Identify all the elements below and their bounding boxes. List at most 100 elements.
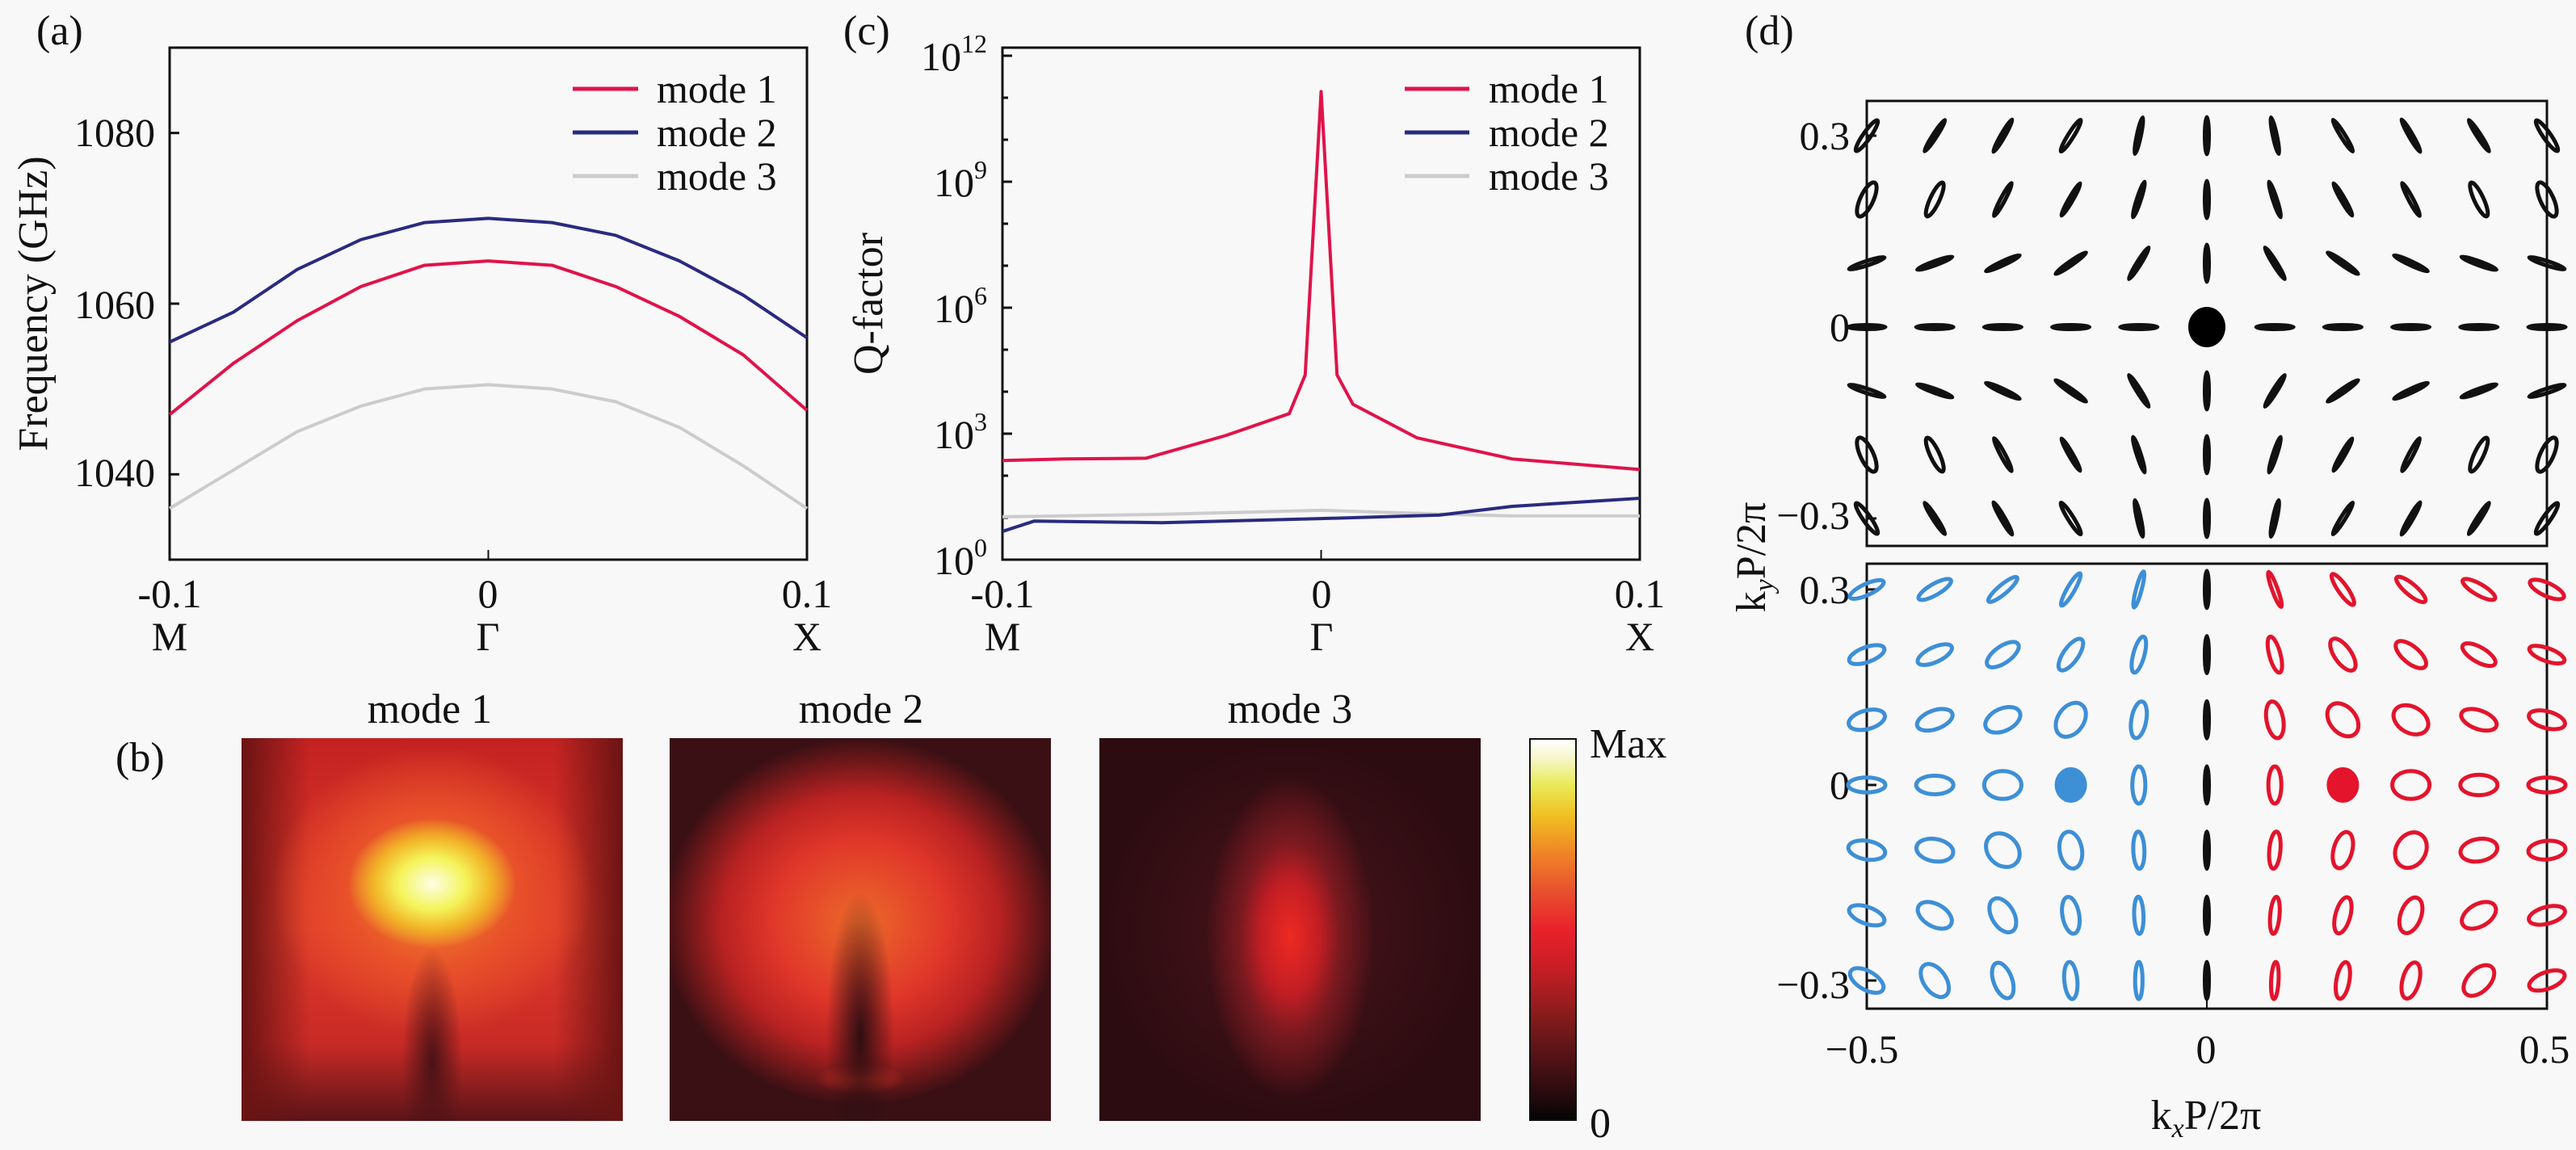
polarization-ellipse bbox=[2390, 323, 2432, 331]
polarization-ellipse bbox=[2526, 838, 2568, 862]
panel-label-a: (a) bbox=[36, 8, 83, 54]
polarization-ellipse bbox=[2527, 644, 2567, 666]
polarization-ellipse bbox=[1847, 382, 1887, 400]
x-tick-label-d: 0 bbox=[2196, 1026, 2217, 1072]
polarization-ellipse bbox=[1855, 180, 1879, 219]
polarization-ellipse bbox=[2399, 500, 2423, 537]
tick-base: 10 bbox=[934, 412, 974, 457]
y-tick-label-d: −0.3 bbox=[1776, 962, 1850, 1007]
polarization-ellipse bbox=[2400, 436, 2423, 473]
polarization-ellipse bbox=[2203, 569, 2211, 611]
polarization-ellipse bbox=[1991, 500, 2015, 537]
y-axis-label-d: kyP/2π bbox=[1729, 502, 1780, 613]
panel-a-frequency-chart: Frequency (GHz) 1040 1060 1080 -0.1 0 0.… bbox=[11, 46, 833, 659]
polarization-ellipse bbox=[1923, 435, 1946, 474]
polarization-ellipse bbox=[2053, 250, 2088, 276]
y-tick-label-c: 103 bbox=[934, 407, 987, 457]
tick-base: 10 bbox=[934, 538, 974, 583]
polarization-ellipse bbox=[2527, 254, 2567, 272]
polarization-ellipse bbox=[2126, 372, 2151, 409]
tick-exponent: 12 bbox=[961, 29, 987, 58]
polarization-ellipse bbox=[2131, 829, 2147, 871]
polarization-ellipse bbox=[2391, 703, 2431, 737]
polarization-ellipse bbox=[2460, 900, 2498, 931]
polarization-ellipse bbox=[1915, 642, 1954, 667]
polarization-ellipse bbox=[1853, 501, 1881, 536]
polarization-ellipse bbox=[2459, 254, 2498, 272]
polarization-ellipse bbox=[1846, 838, 1888, 862]
polarization-singularity-dot bbox=[2054, 767, 2087, 803]
legend-label-a: mode 1 bbox=[657, 66, 777, 111]
polarization-ellipse bbox=[2203, 699, 2211, 741]
polarization-ellipse bbox=[2203, 764, 2211, 806]
polarization-ellipse bbox=[2268, 115, 2282, 157]
polarization-ellipse bbox=[1846, 775, 1888, 795]
polarization-ellipse bbox=[2468, 435, 2490, 474]
polarization-ellipse bbox=[2466, 501, 2492, 536]
heatmap-title: mode 3 bbox=[1228, 686, 1353, 732]
y-tick-label-a: 1080 bbox=[74, 110, 155, 155]
y-tick-label-d: −0.3 bbox=[1776, 493, 1850, 538]
polarization-ellipse bbox=[2129, 634, 2149, 675]
polarization-ellipse bbox=[1922, 118, 1948, 153]
polarization-ellipse bbox=[1847, 903, 1887, 928]
polarization-ellipse bbox=[2203, 497, 2211, 539]
polarization-ellipse bbox=[2535, 435, 2559, 474]
polarization-ellipse bbox=[2056, 636, 2086, 673]
polarization-ellipse bbox=[2203, 959, 2211, 1001]
colorbar bbox=[1529, 738, 1577, 1121]
polarization-ellipse bbox=[2526, 775, 2568, 795]
x-tick-label-a: 0 bbox=[478, 571, 498, 616]
x-tick-label-c: -0.1 bbox=[970, 571, 1034, 616]
polarization-ellipse bbox=[2399, 117, 2423, 154]
polarization-ellipse bbox=[2268, 497, 2282, 539]
polarization-ellipse bbox=[2331, 436, 2355, 473]
polarization-ellipse bbox=[1984, 253, 2022, 274]
polarization-ellipse bbox=[2266, 569, 2284, 610]
colorbar-max-label: Max bbox=[1590, 721, 1666, 767]
polarization-ellipse bbox=[2400, 181, 2423, 218]
polarization-ellipse bbox=[1918, 962, 1952, 1000]
polarization-ellipse bbox=[2053, 378, 2088, 404]
polarization-ellipse bbox=[1855, 435, 1879, 474]
panel-label-c: (c) bbox=[843, 8, 890, 54]
tick-base: 10 bbox=[921, 34, 961, 79]
y-axis-label-a: Frequency (GHz) bbox=[11, 156, 57, 451]
colorbar-min-label: 0 bbox=[1590, 1101, 1611, 1147]
x-tick-label-a: 0.1 bbox=[782, 571, 833, 616]
polarization-ellipse bbox=[2058, 117, 2083, 154]
legend-label-c: mode 2 bbox=[1489, 110, 1609, 155]
polarization-ellipse bbox=[2132, 894, 2146, 936]
polarization-ellipse bbox=[2130, 179, 2147, 220]
polarization-ellipse bbox=[2393, 574, 2428, 605]
polarization-ellipse bbox=[2330, 829, 2355, 871]
heatmap-title: mode 1 bbox=[368, 686, 493, 732]
polarization-ellipse bbox=[1915, 900, 1954, 931]
polarization-ellipse bbox=[2533, 501, 2561, 536]
series-line-mode-3 bbox=[1002, 508, 1640, 518]
polarization-ellipse bbox=[2058, 571, 2083, 608]
polarization-ellipse bbox=[2118, 323, 2160, 331]
polarization-ellipse bbox=[2325, 701, 2361, 739]
tick-exponent: 6 bbox=[974, 281, 987, 310]
x-tick-label-d: −0.5 bbox=[1826, 1026, 1899, 1072]
tick-exponent: 0 bbox=[974, 533, 987, 562]
x-point-label-a: X bbox=[792, 614, 822, 659]
polarization-ellipse bbox=[2330, 117, 2355, 154]
x-point-label-c: X bbox=[1625, 614, 1654, 659]
polarization-ellipse bbox=[2263, 245, 2288, 282]
polarization-ellipse bbox=[2399, 960, 2423, 1001]
polarization-ellipse bbox=[1853, 118, 1881, 153]
polarization-ellipse bbox=[2268, 959, 2281, 1001]
polarization-ellipse bbox=[2459, 707, 2499, 733]
polarization-ellipse bbox=[2527, 708, 2567, 732]
y-axis-label-c: Q-factor bbox=[846, 233, 892, 375]
polarization-ellipse bbox=[2133, 959, 2145, 1001]
polarization-ellipse bbox=[1914, 323, 1956, 331]
polarization-ellipse bbox=[1847, 707, 1887, 732]
polarization-ellipse bbox=[2528, 577, 2566, 602]
polarization-ellipse bbox=[1987, 896, 2019, 934]
panel-label-b: (b) bbox=[116, 735, 165, 781]
